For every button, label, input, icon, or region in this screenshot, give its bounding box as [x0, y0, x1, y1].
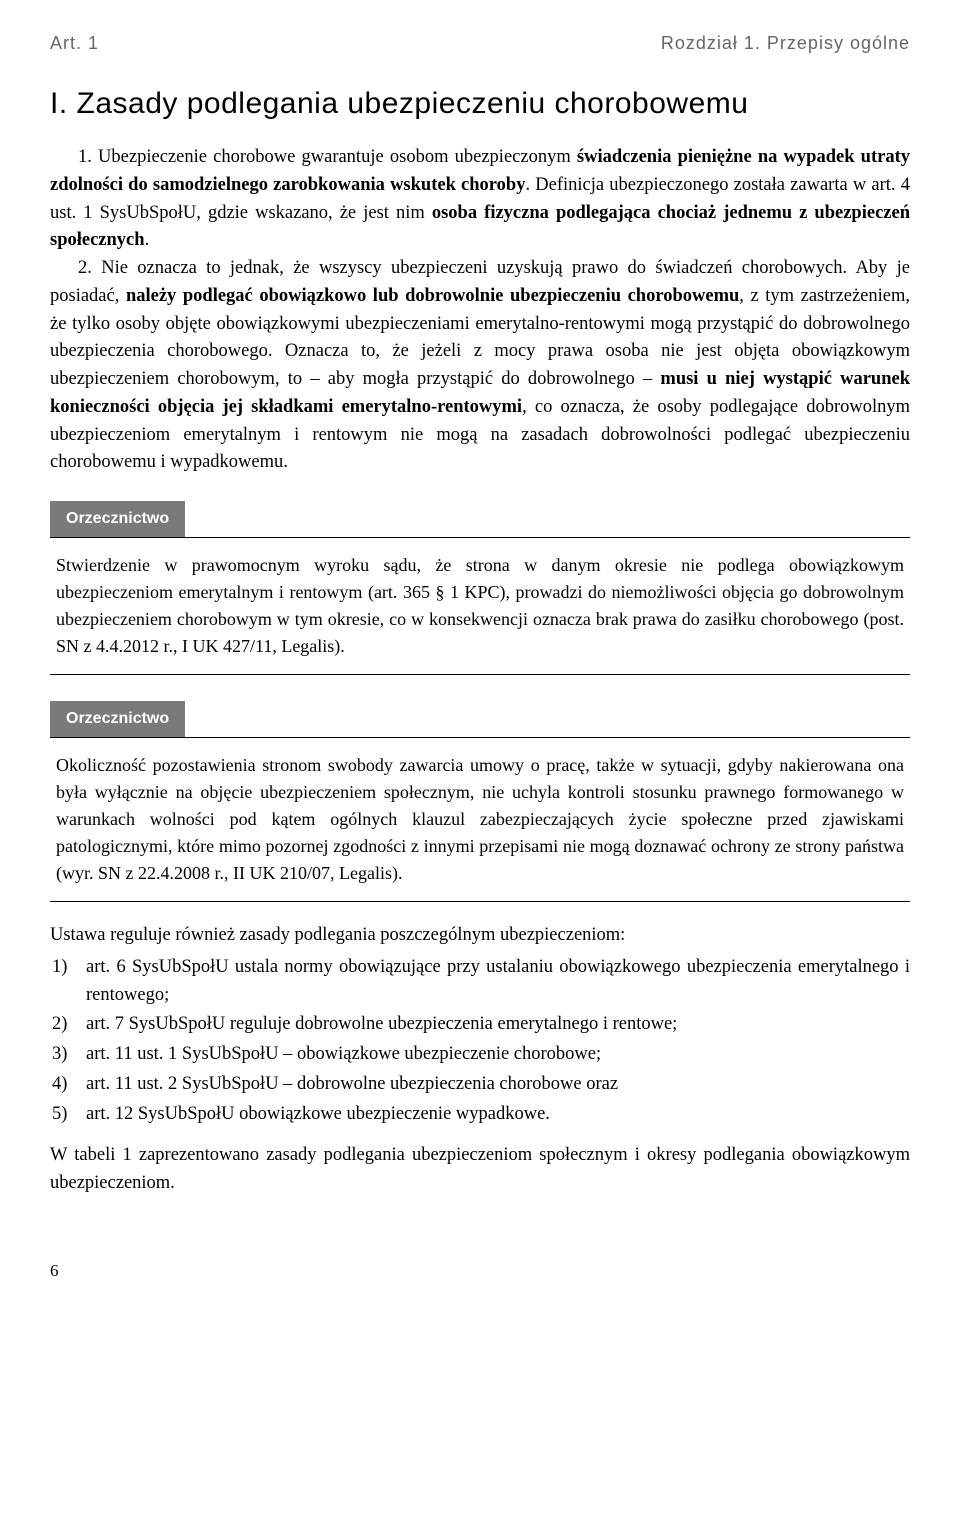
- para-text: 1. Ubezpieczenie chorobowe gwarantuje os…: [78, 147, 577, 167]
- list-text: art. 11 ust. 2 SysUbSpołU – dobrowolne u…: [86, 1071, 910, 1099]
- list-text: art. 11 ust. 1 SysUbSpołU – obowiązkowe …: [86, 1041, 910, 1069]
- list-item: 3)art. 11 ust. 1 SysUbSpołU – obowiązkow…: [50, 1041, 910, 1069]
- legal-list: 1)art. 6 SysUbSpołU ustala normy obowiąz…: [50, 954, 910, 1129]
- list-num: 3): [50, 1041, 86, 1069]
- para-bold-3: należy podlegać obowiązkowo lub dobrowol…: [126, 286, 739, 306]
- header-left: Art. 1: [50, 30, 99, 57]
- list-text: art. 6 SysUbSpołU ustala normy obowiązuj…: [86, 954, 910, 1010]
- ruling-block-1: Stwierdzenie w prawomocnym wyroku sądu, …: [50, 537, 910, 675]
- para-text: .: [145, 230, 150, 250]
- header-right: Rozdział 1. Przepisy ogólne: [661, 30, 910, 57]
- list-num: 5): [50, 1101, 86, 1129]
- list-item: 4)art. 11 ust. 2 SysUbSpołU – dobrowolne…: [50, 1071, 910, 1099]
- list-item: 1)art. 6 SysUbSpołU ustala normy obowiąz…: [50, 954, 910, 1010]
- list-intro: Ustawa reguluje również zasady podlegani…: [50, 922, 910, 950]
- ruling-text: Okoliczność pozostawienia stronom swobod…: [50, 752, 910, 887]
- list-num: 4): [50, 1071, 86, 1099]
- list-text: art. 7 SysUbSpołU reguluje dobrowolne ub…: [86, 1011, 910, 1039]
- section-title: I. Zasady podlegania ubezpieczeniu choro…: [50, 81, 910, 126]
- orzecznictwo-label: Orzecznictwo: [50, 701, 185, 737]
- page-header: Art. 1 Rozdział 1. Przepisy ogólne: [50, 30, 910, 57]
- list-item: 2)art. 7 SysUbSpołU reguluje dobrowolne …: [50, 1011, 910, 1039]
- ruling-block-2: Okoliczność pozostawienia stronom swobod…: [50, 737, 910, 902]
- main-paragraph: 1. Ubezpieczenie chorobowe gwarantuje os…: [50, 144, 910, 477]
- list-num: 2): [50, 1011, 86, 1039]
- ruling-text: Stwierdzenie w prawomocnym wyroku sądu, …: [50, 552, 910, 660]
- closing-paragraph: W tabeli 1 zaprezentowano zasady podlega…: [50, 1142, 910, 1198]
- list-num: 1): [50, 954, 86, 1010]
- page-number: 6: [50, 1258, 910, 1284]
- list-item: 5)art. 12 SysUbSpołU obowiązkowe ubezpie…: [50, 1101, 910, 1129]
- list-text: art. 12 SysUbSpołU obowiązkowe ubezpiecz…: [86, 1101, 910, 1129]
- orzecznictwo-label: Orzecznictwo: [50, 501, 185, 537]
